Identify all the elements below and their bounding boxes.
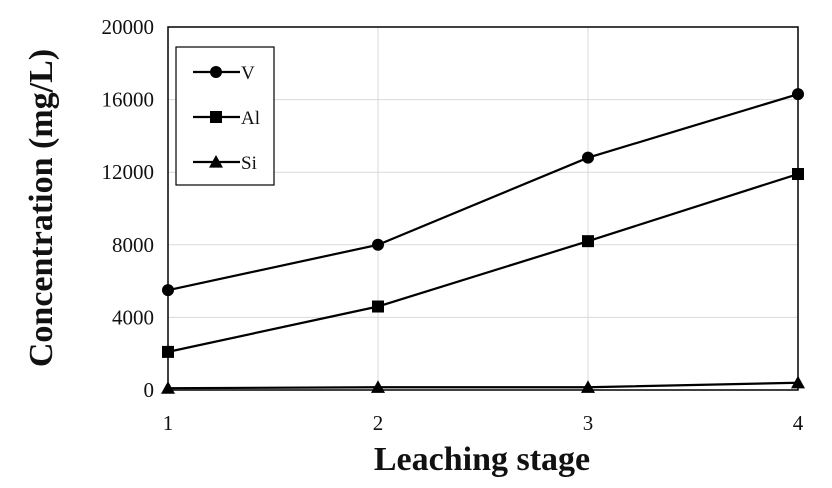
legend-marker-square [210, 111, 222, 123]
legend-label-si: Si [241, 153, 257, 174]
series-si-point [791, 375, 805, 389]
y-tick-label: 0 [144, 378, 155, 402]
series-si [161, 375, 805, 394]
x-axis-title: Leaching stage [374, 441, 590, 478]
series-al-point [792, 168, 804, 181]
legend-marker-circle [210, 66, 222, 78]
series-al-point [372, 300, 384, 313]
x-tick-label: 4 [793, 411, 804, 435]
y-tick-label: 4000 [112, 305, 154, 329]
series-al-line [167, 172, 799, 353]
series-v-point [582, 151, 594, 164]
x-axis-tick-labels: 1 2 3 4 [163, 411, 804, 435]
y-axis-title: Concentration (mg/L) [23, 49, 60, 367]
series-al-point [162, 345, 174, 358]
legend-label-v: V [241, 63, 255, 84]
x-tick-label: 1 [163, 411, 174, 435]
y-tick-label: 12000 [102, 160, 155, 184]
x-tick-label: 2 [373, 411, 384, 435]
series-v [162, 88, 804, 297]
legend-label-al: Al [241, 108, 260, 129]
y-axis-tick-labels: 0 4000 8000 12000 16000 20000 [102, 15, 155, 402]
series-si-line [167, 381, 799, 390]
y-tick-label: 8000 [112, 233, 154, 257]
legend-item-si: Si [193, 153, 257, 174]
series-v-point [162, 284, 174, 297]
legend-marker-triangle [209, 155, 223, 168]
x-tick-label: 3 [583, 411, 594, 435]
series-si-point [161, 381, 175, 394]
series-layer [161, 88, 805, 394]
y-tick-label: 16000 [102, 88, 155, 112]
series-si-point [371, 380, 385, 393]
legend-item-al: Al [193, 108, 260, 129]
series-si-point [581, 380, 595, 393]
legend-item-v: V [193, 63, 255, 84]
legend: V Al Si [175, 46, 275, 186]
y-tick-label: 20000 [102, 15, 155, 39]
series-v-point [372, 238, 384, 251]
series-al-point [582, 235, 594, 248]
plot-area [167, 26, 799, 391]
series-v-point [792, 88, 804, 101]
series-al [162, 168, 804, 358]
series-v-line [167, 93, 799, 292]
